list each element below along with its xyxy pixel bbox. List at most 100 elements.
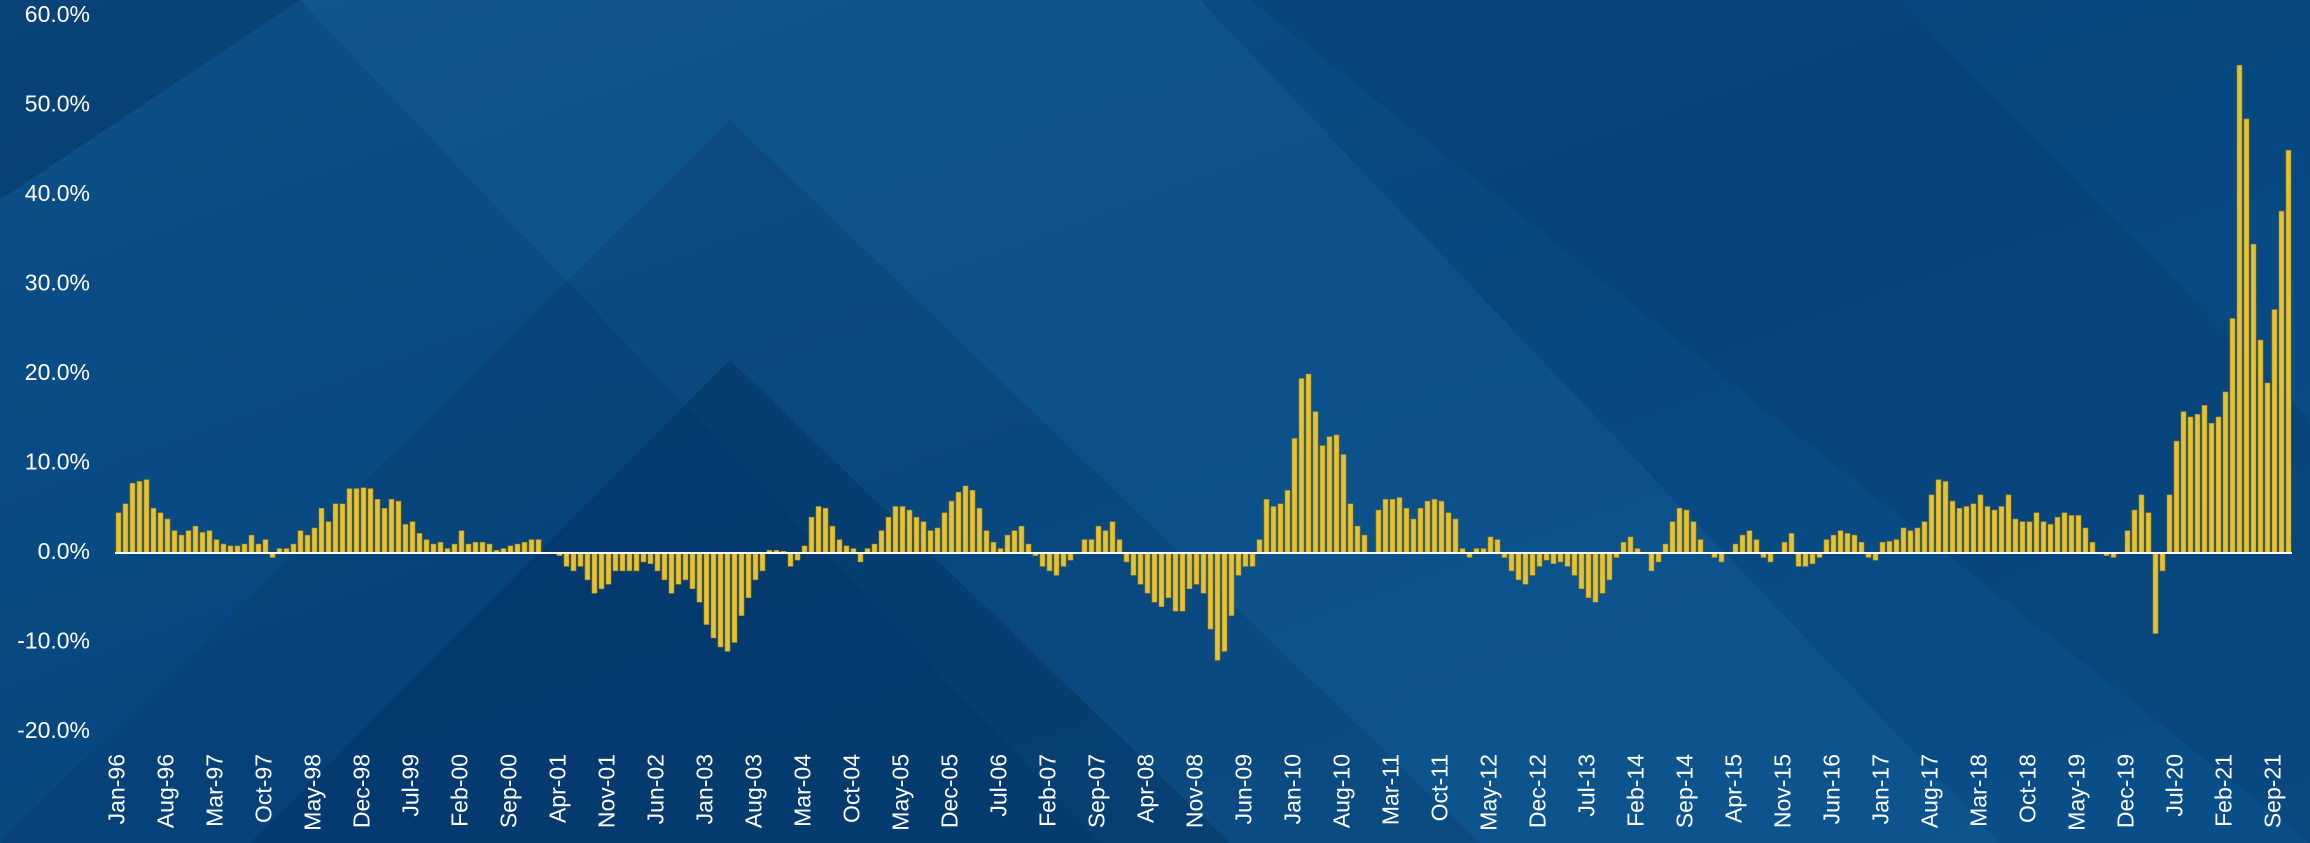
bar [318,507,325,554]
bar [458,530,465,554]
bar [115,512,122,554]
bar [381,507,388,554]
bar [2250,243,2257,554]
bar [1571,552,1578,576]
bar [1837,530,1844,554]
bar [486,543,493,554]
x-tick-label: Oct-18 [2015,754,2041,823]
x-tick-label: Oct-97 [251,754,277,823]
bar [1522,552,1529,585]
bar [1550,552,1557,565]
bar [1417,507,1424,554]
bar [1130,552,1137,576]
bar [1823,539,1830,554]
bar [1431,498,1438,554]
bar [451,543,458,554]
x-tick-label: Feb-21 [2211,754,2237,827]
bar [1627,536,1634,554]
x-tick-label: Oct-04 [839,754,865,823]
bar [2124,530,2131,554]
bar [696,552,703,603]
bar [1305,373,1312,554]
x-tick-label: Aug-03 [741,754,767,828]
y-tick-label: 60.0% [25,1,90,27]
bar [1060,552,1067,567]
bar [150,507,157,554]
bar [332,503,339,554]
x-tick-label: Apr-08 [1133,754,1159,823]
x-tick-label: Jun-09 [1231,754,1257,824]
bar [388,498,395,554]
bar [1424,500,1431,554]
bar [1347,503,1354,554]
bar [213,539,220,554]
bar [563,552,570,567]
bar [913,516,920,554]
bar [1977,494,1984,554]
bar [822,507,829,554]
bar [1396,497,1403,554]
bar [528,539,535,554]
bar [1662,543,1669,554]
bar [1851,534,1858,554]
bar [927,530,934,554]
bar [1914,527,1921,554]
bar [437,541,444,554]
bar [339,503,346,554]
bar [1235,552,1242,576]
bar [934,527,941,554]
bar [1207,552,1214,630]
bar [2236,64,2243,554]
bar [1354,525,1361,554]
bar [2152,552,2159,634]
bar [1620,541,1627,554]
x-tick-label: Jan-03 [692,754,718,824]
bar [871,543,878,554]
bar [311,527,318,554]
bar [2040,521,2047,554]
bar [969,490,976,554]
bar [1116,539,1123,554]
bar [1991,509,1998,554]
x-tick-label: May-19 [2064,754,2090,831]
bar [465,543,472,554]
bar [2089,541,2096,554]
y-tick-label: -10.0% [17,628,90,654]
bar [1270,506,1277,554]
bar [1193,552,1200,585]
bar [1123,552,1130,563]
bar [759,552,766,572]
bar [2180,411,2187,554]
bar [2061,512,2068,554]
bar [1592,552,1599,603]
bar [122,503,129,554]
x-tick-label: Jul-99 [398,754,424,817]
x-tick-label: Sep-07 [1084,754,1110,828]
bar [1291,438,1298,554]
bar [626,552,633,572]
x-tick-label: Dec-98 [349,754,375,828]
bar [1683,509,1690,554]
bar [1046,552,1053,572]
bar [304,534,311,554]
bar [1137,552,1144,585]
x-tick-label: Apr-01 [545,754,571,823]
bar [220,543,227,554]
bar [1795,552,1802,567]
bar [710,552,717,639]
bar [1767,552,1774,563]
bar [1655,552,1662,563]
bar [1809,552,1816,565]
bar [892,506,899,554]
x-tick-label: Aug-96 [153,754,179,828]
x-tick-label: Sep-00 [496,754,522,828]
bar [1697,539,1704,554]
bar [2285,149,2292,554]
bg-shape [0,0,300,200]
bar [948,500,955,554]
bar [178,534,185,554]
bar [1669,521,1676,554]
bar [661,552,668,581]
bar [171,530,178,554]
x-tick-label: Jan-17 [1868,754,1894,824]
